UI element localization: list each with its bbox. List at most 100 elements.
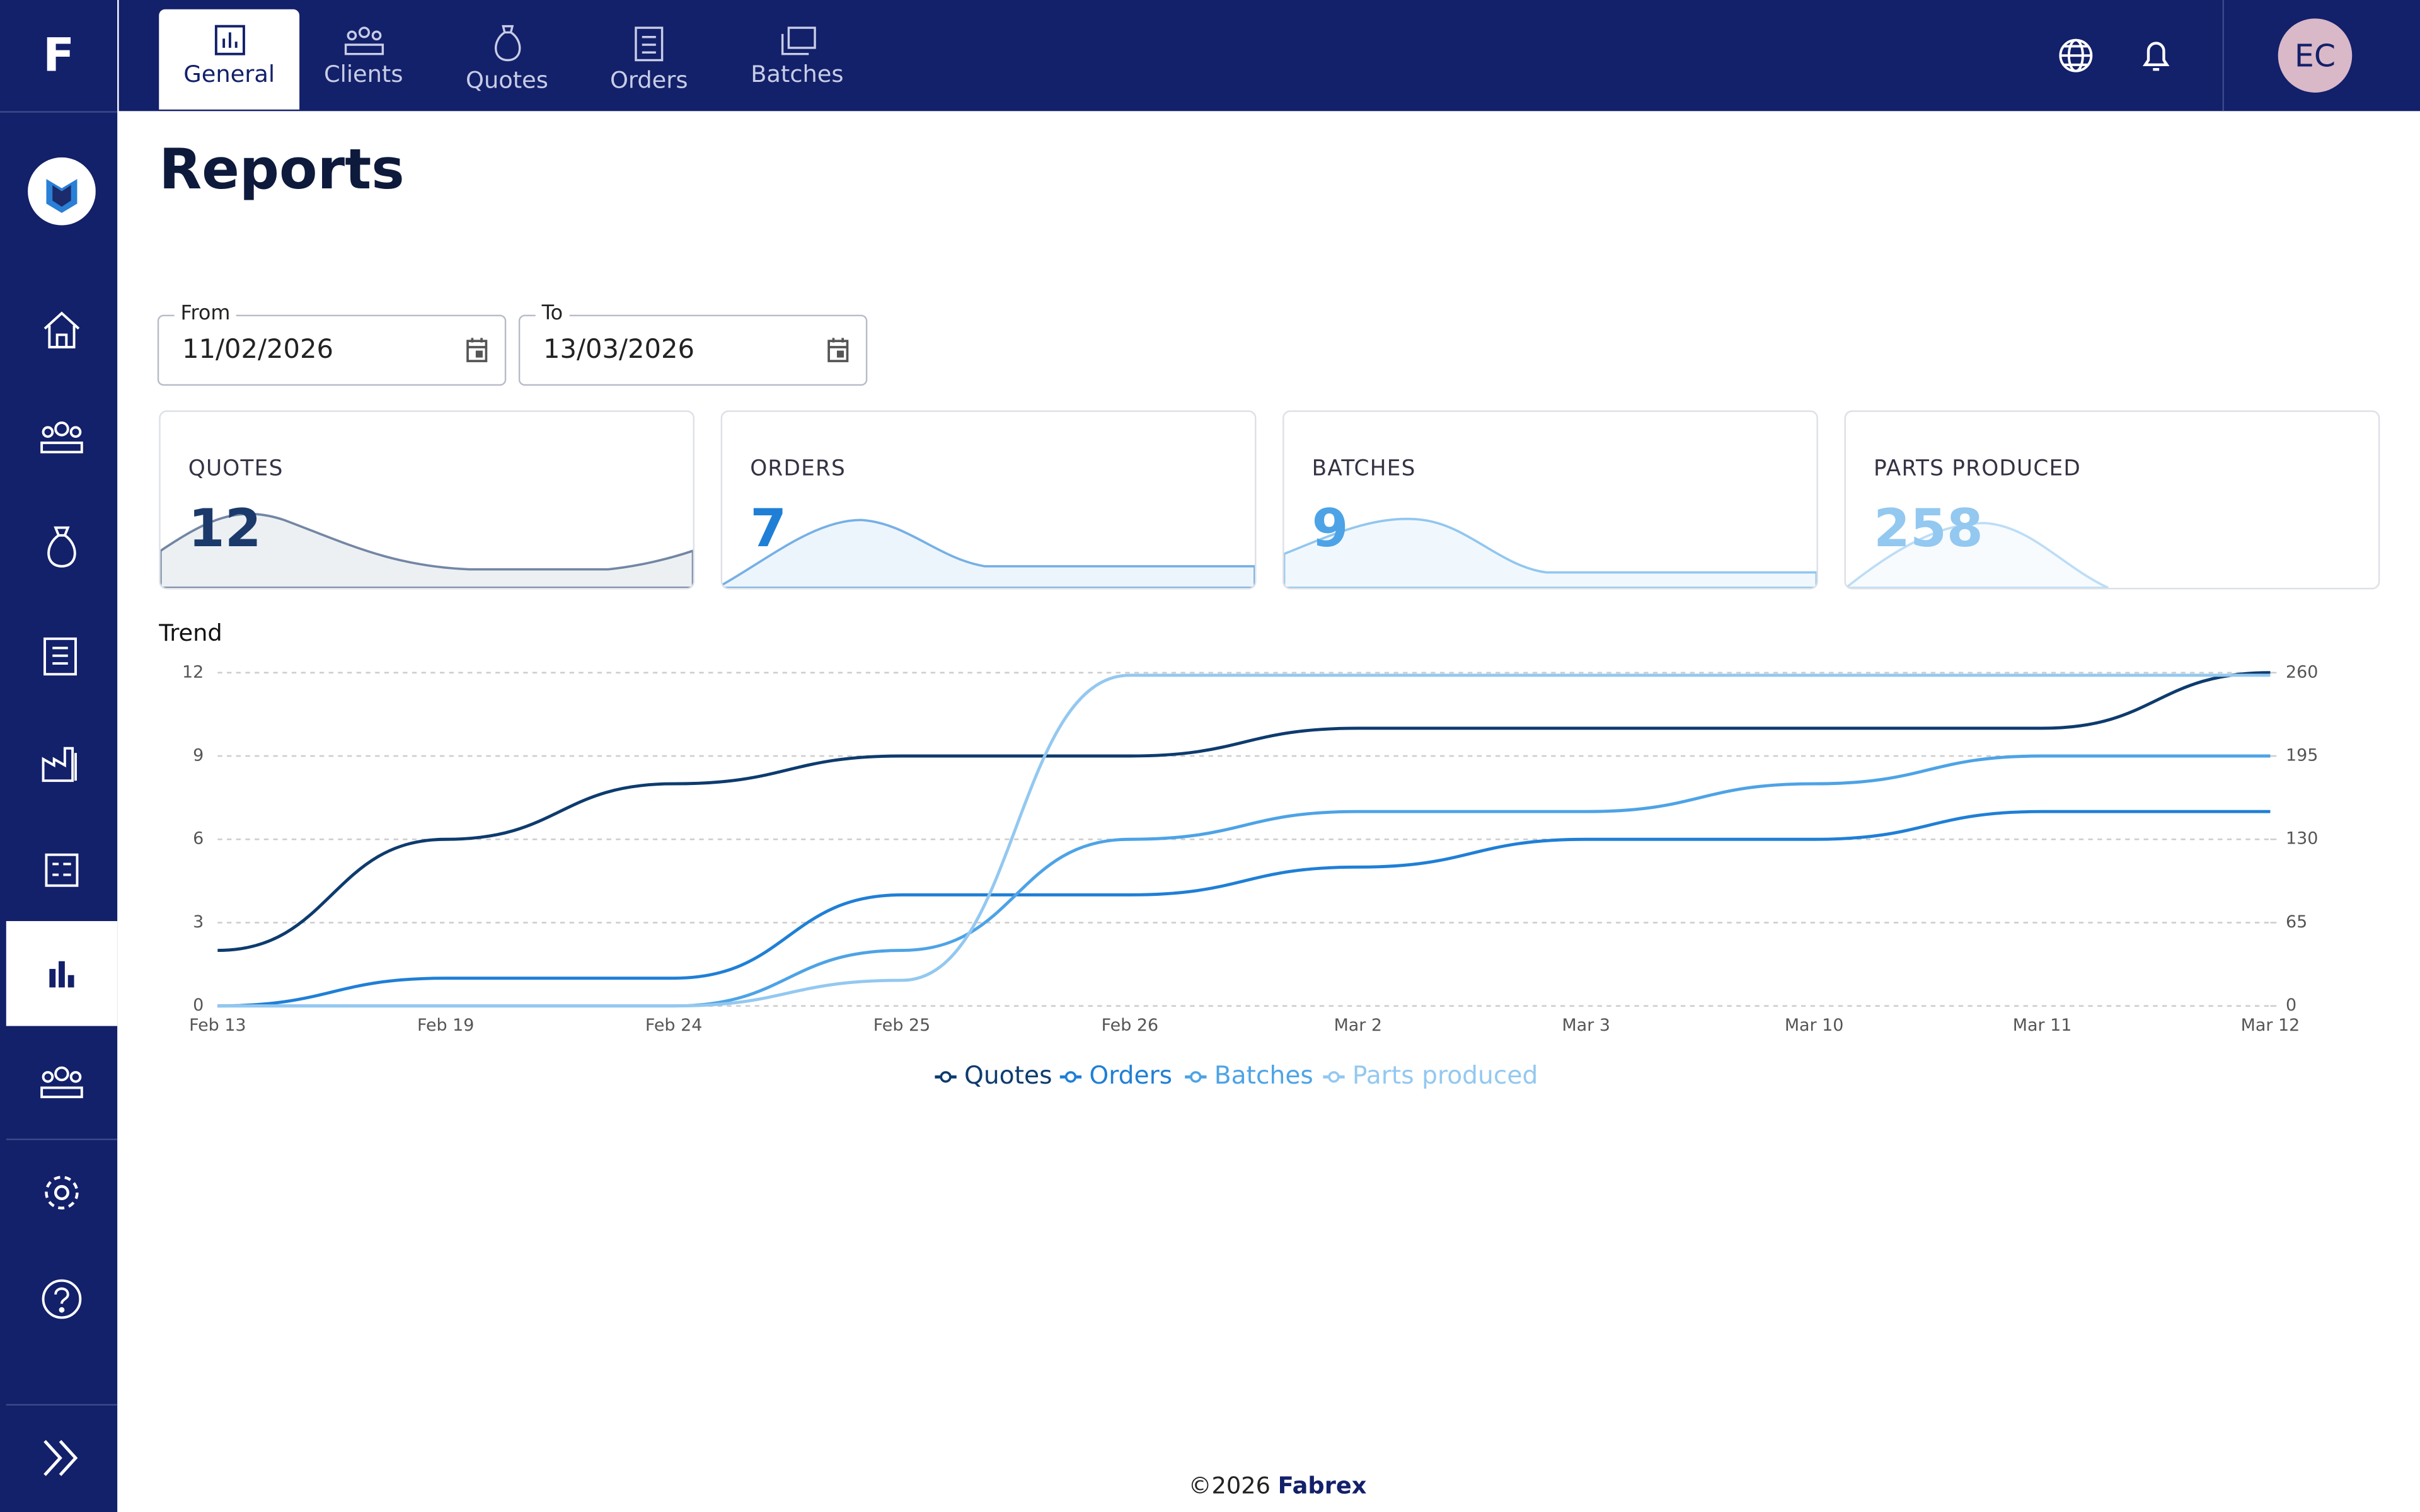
sparkline [160,512,693,588]
nav-home[interactable] [6,278,117,383]
calendar-icon[interactable] [826,336,850,364]
y2-tick-label: 130 [2286,829,2318,849]
nav-settings[interactable] [6,1138,118,1245]
x-tick-label: Mar 12 [2241,1016,2300,1035]
kpi-label: PARTS PRODUCED [1874,456,2082,482]
tab-icon [780,26,815,55]
clients-icon [40,421,83,454]
legend-label: Orders [1089,1062,1172,1090]
series-line [217,671,2271,953]
x-tick-label: Mar 11 [2013,1016,2072,1035]
tab-label: Quotes [466,66,548,94]
nav-help[interactable] [6,1247,117,1352]
kpi-label: QUOTES [188,456,284,482]
kpi-card: BATCHES 9 [1282,410,1818,590]
legend-label: Quotes [964,1062,1052,1090]
date-to[interactable]: To 13/03/2026 [518,302,868,386]
kpi-card: PARTS PRODUCED 258 [1844,410,2380,590]
brand: Fabrex [1277,1472,1367,1500]
tab[interactable]: General [159,9,300,110]
series-line [217,673,2271,1008]
tab[interactable]: Clients [293,9,434,110]
legend-marker [1328,1071,1340,1083]
reports-icon [49,961,74,988]
field-label: From [174,302,237,326]
sparkline-area [722,518,1255,588]
x-tick-label: Feb 24 [645,1016,702,1035]
y2-tick-label: 0 [2286,995,2296,1015]
nav-reports[interactable] [6,921,118,1026]
factory-icon [42,747,77,782]
nav-batches[interactable] [6,818,117,923]
collapse[interactable] [6,1404,118,1511]
sparkline [1284,517,1817,588]
divider [2222,0,2224,112]
tab[interactable]: Quotes [437,9,577,110]
x-tick-label: Mar 10 [1785,1016,1844,1035]
batches-icon [45,853,79,887]
kpi-value: 12 [188,498,262,560]
y-tick-label: 0 [193,995,204,1015]
nav-clients[interactable] [6,386,117,491]
orders-icon [43,637,77,676]
series-line [217,754,2271,1008]
y2-tick-label: 260 [2286,662,2318,682]
field-label: To [535,302,569,326]
sparkline-area [160,512,693,588]
x-tick-label: Mar 2 [1334,1016,1382,1035]
kpi-card: QUOTES 12 [159,410,695,590]
tab-icon [343,26,383,55]
tab-icon [214,25,245,55]
nav-production[interactable] [6,710,117,815]
x-tick-label: Feb 26 [1102,1016,1158,1035]
kpi-value: 9 [1311,498,1349,560]
legend-marker [1064,1071,1077,1083]
y-tick-label: 9 [193,745,204,765]
topbar: General Clients Quotes Orders Batches EC [118,0,2420,112]
legend-label: Batches [1214,1062,1313,1090]
legend-marker [1190,1071,1202,1083]
home-icon [43,311,80,348]
org-icon [28,157,96,226]
nav-quotes[interactable] [6,494,117,599]
tab-label: General [183,60,275,88]
y-tick-label: 3 [193,912,204,932]
date-from[interactable]: From 11/02/2026 [157,302,507,386]
sparkline [722,518,1255,588]
y-tick-label: 6 [193,829,204,849]
sparkline-area [1284,517,1817,588]
sidebar: F [0,0,118,1512]
language-button[interactable] [2057,37,2094,74]
sparkline [1845,522,2109,588]
legend-label: Parts produced [1352,1062,1538,1090]
tab-label: Clients [323,60,403,88]
kpi-value: 258 [1874,498,1983,560]
y2-tick-label: 195 [2286,745,2318,765]
help-icon [42,1279,82,1319]
tab[interactable]: Batches [727,9,867,110]
logo[interactable]: F [0,0,118,113]
tab-label: Orders [609,66,688,94]
field-value: 11/02/2026 [182,335,333,366]
legend-marker [940,1071,952,1083]
collapse-icon [43,1440,78,1476]
avatar[interactable]: EC [2278,18,2353,93]
org-logo[interactable] [6,139,117,244]
calendar-icon[interactable] [464,336,489,364]
series-line [217,810,2271,1008]
notifications-button[interactable] [2139,37,2173,74]
x-tick-label: Feb 13 [189,1016,246,1035]
users-icon [40,1066,83,1099]
quotes-icon [47,526,76,568]
tab[interactable]: Orders [579,9,719,110]
nav-orders[interactable] [6,602,117,707]
page-title: Reports [159,139,405,202]
kpi-value: 7 [750,498,787,560]
footer: ©2026 Fabrex [1189,1472,1367,1499]
y2-tick-label: 65 [2286,912,2307,932]
sparkline-area [1845,522,2109,588]
nav-users[interactable] [6,1031,117,1136]
x-tick-label: Feb 19 [417,1016,474,1035]
